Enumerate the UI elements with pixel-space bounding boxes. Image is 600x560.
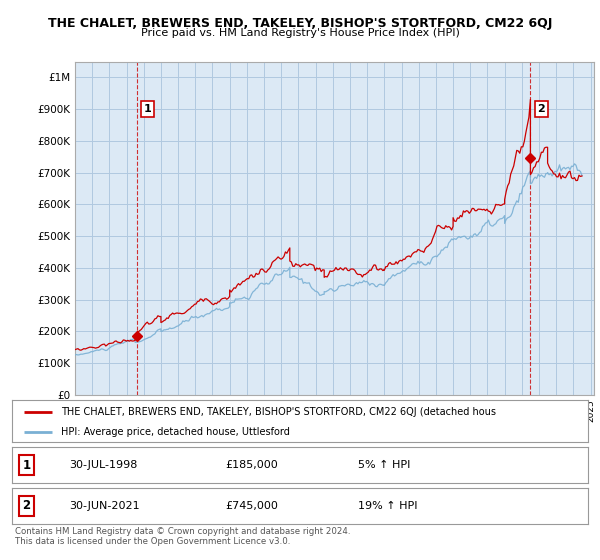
Text: 1: 1 xyxy=(143,104,151,114)
Text: Contains HM Land Registry data © Crown copyright and database right 2024.
This d: Contains HM Land Registry data © Crown c… xyxy=(15,527,350,547)
Text: Price paid vs. HM Land Registry's House Price Index (HPI): Price paid vs. HM Land Registry's House … xyxy=(140,28,460,38)
Text: 2: 2 xyxy=(22,500,31,512)
Text: 19% ↑ HPI: 19% ↑ HPI xyxy=(358,501,417,511)
Text: 2: 2 xyxy=(537,104,545,114)
Text: HPI: Average price, detached house, Uttlesford: HPI: Average price, detached house, Uttl… xyxy=(61,427,290,437)
Text: 1: 1 xyxy=(22,459,31,472)
Text: 30-JUN-2021: 30-JUN-2021 xyxy=(70,501,140,511)
Text: 5% ↑ HPI: 5% ↑ HPI xyxy=(358,460,410,470)
Text: THE CHALET, BREWERS END, TAKELEY, BISHOP'S STORTFORD, CM22 6QJ: THE CHALET, BREWERS END, TAKELEY, BISHOP… xyxy=(48,17,552,30)
Text: 30-JUL-1998: 30-JUL-1998 xyxy=(70,460,138,470)
Text: £745,000: £745,000 xyxy=(225,501,278,511)
Text: £185,000: £185,000 xyxy=(225,460,278,470)
Text: THE CHALET, BREWERS END, TAKELEY, BISHOP'S STORTFORD, CM22 6QJ (detached hous: THE CHALET, BREWERS END, TAKELEY, BISHOP… xyxy=(61,407,496,417)
